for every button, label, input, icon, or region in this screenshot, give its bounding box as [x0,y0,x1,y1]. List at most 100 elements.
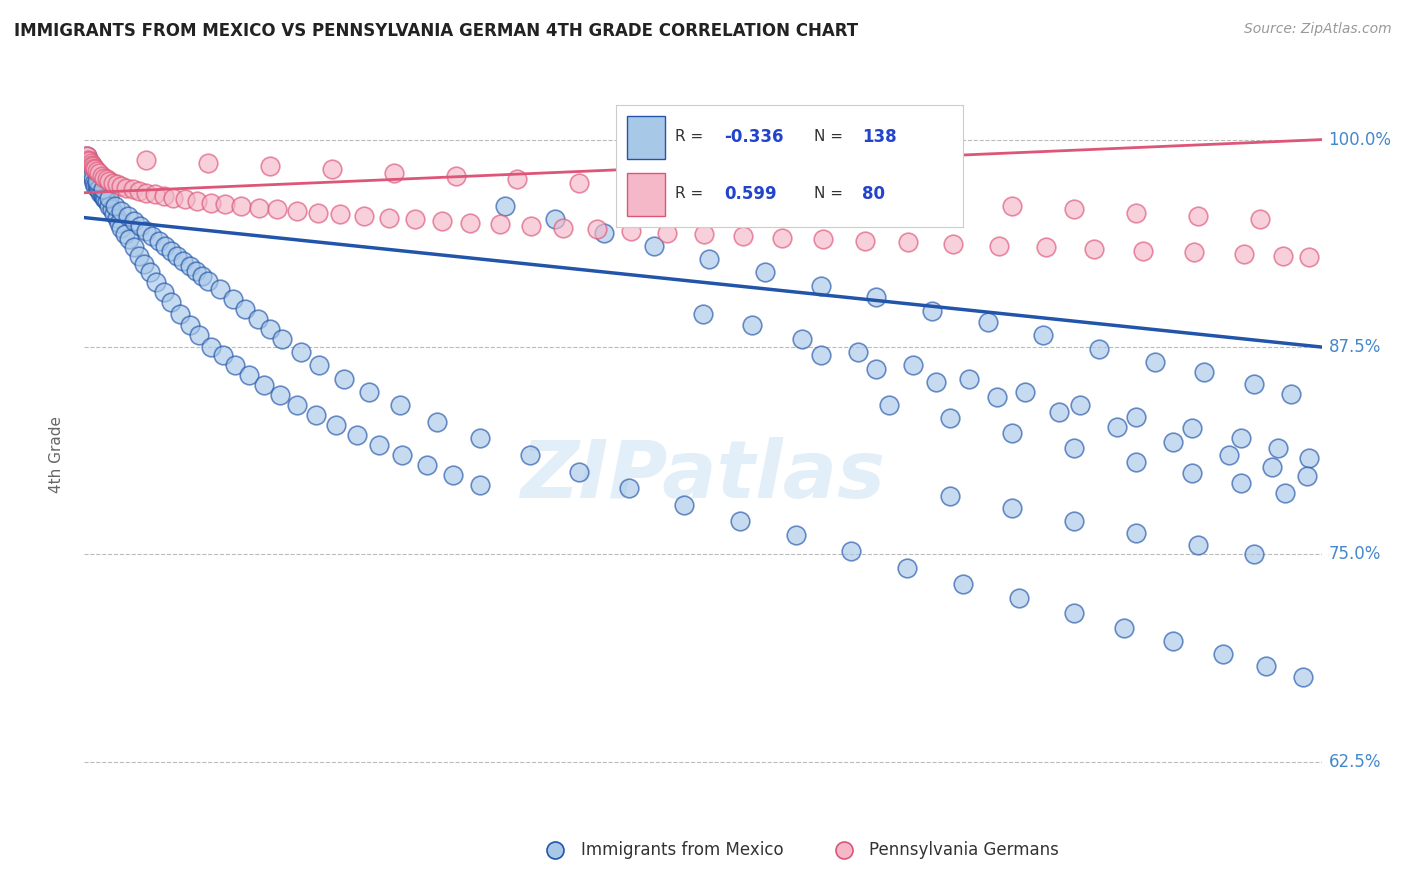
Point [271,332,294,346]
Point [90,187,112,202]
Point [82,159,104,173]
Text: Source: ZipAtlas.com: Source: ZipAtlas.com [1244,22,1392,37]
Point [329,207,352,221]
Point [1125,409,1147,424]
Point [1295,469,1317,483]
Point [692,182,714,196]
Point [247,201,270,215]
Point [470,431,492,445]
Point [1112,620,1135,634]
Point [76,149,98,163]
Point [285,204,308,219]
Point [80,169,103,183]
Point [145,276,167,290]
Point [152,189,174,203]
Point [1212,647,1234,661]
Point [86,179,108,194]
Point [186,194,208,208]
Point [117,209,139,223]
Point [285,398,308,412]
Point [924,375,946,389]
Point [754,265,776,279]
Point [903,359,925,373]
Point [1161,434,1184,449]
Point [98,191,121,205]
Point [76,149,98,163]
Point [179,259,201,273]
Point [1181,421,1204,435]
Point [1088,342,1111,356]
Point [188,328,211,343]
Point [139,265,162,279]
Point [93,191,115,205]
Point [815,189,838,203]
Point [841,544,863,558]
Point [98,174,121,188]
Point [853,234,876,248]
Point [231,199,253,213]
Point [986,390,1008,404]
Point [790,332,813,346]
Point [84,179,107,194]
Point [643,239,665,253]
Point [135,153,157,167]
Point [785,527,807,541]
Point [357,384,380,399]
Point [87,182,110,196]
Point [1035,240,1057,254]
Point [84,162,107,177]
Point [593,226,616,240]
Point [128,184,150,198]
Point [1218,448,1240,462]
Point [253,378,276,392]
Point [620,224,643,238]
Point [1001,426,1024,441]
Point [921,303,943,318]
Point [1187,537,1209,551]
Point [519,448,541,462]
Point [200,195,222,210]
Point [897,235,920,250]
Point [1063,202,1085,217]
Point [224,359,246,373]
Point [1014,384,1036,399]
Point [83,161,105,175]
Point [86,174,108,188]
Point [460,216,482,230]
Point [333,371,356,385]
Point [976,315,998,329]
Point [731,228,754,243]
Point [79,166,101,180]
Point [238,368,260,383]
Point [444,169,467,183]
Point [305,408,328,422]
Point [96,172,118,186]
Point [79,161,101,175]
Point [1187,209,1209,223]
Point [290,345,312,359]
Point [105,211,128,225]
Point [128,249,150,263]
Point [1192,365,1215,379]
Point [630,179,652,194]
Point [98,199,121,213]
Point [325,418,347,433]
Point [770,230,793,244]
Point [173,192,195,206]
Point [939,490,962,504]
Point [307,205,329,219]
Point [811,232,834,246]
Point [122,240,145,254]
Point [114,227,136,242]
Text: 100.0%: 100.0% [1329,130,1392,149]
Point [544,843,567,857]
Point [939,411,962,425]
Point [122,214,145,228]
Point [952,577,974,591]
Point [166,249,188,263]
Point [77,157,100,171]
Point [1125,525,1147,540]
Point [266,202,288,217]
Text: Pennsylvania Germans: Pennsylvania Germans [869,841,1059,859]
Point [865,290,887,304]
